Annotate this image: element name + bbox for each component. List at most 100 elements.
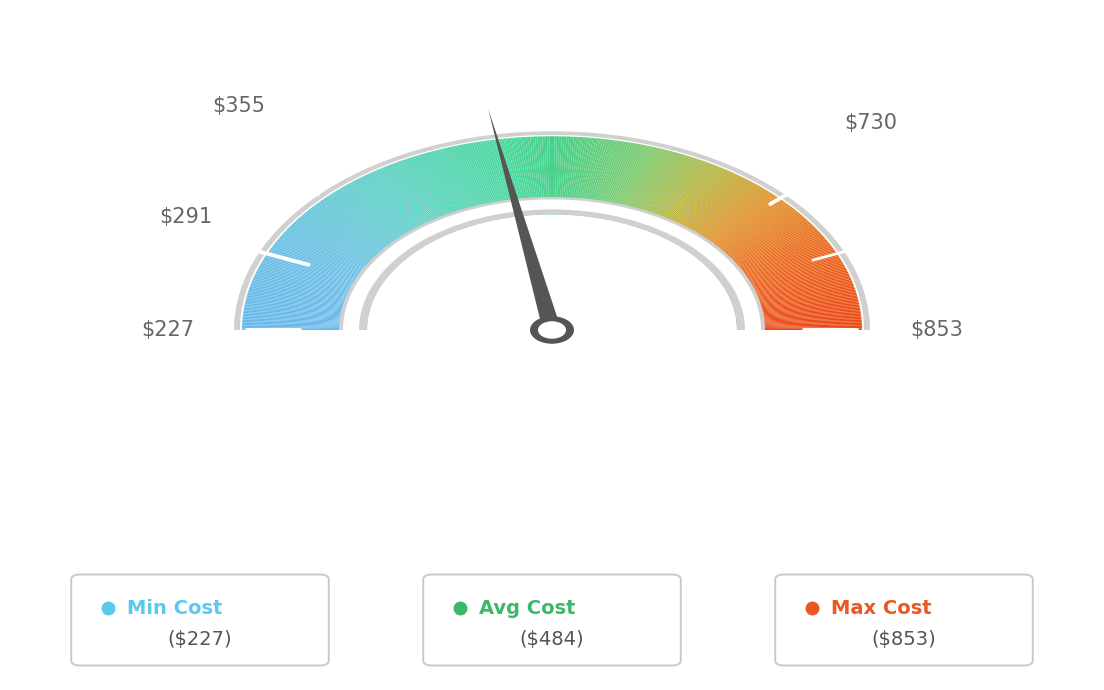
Wedge shape bbox=[724, 260, 842, 289]
Wedge shape bbox=[374, 170, 447, 235]
Wedge shape bbox=[723, 257, 840, 288]
Text: ($484): ($484) bbox=[520, 631, 584, 649]
Wedge shape bbox=[278, 238, 390, 276]
Wedge shape bbox=[277, 239, 389, 277]
Wedge shape bbox=[733, 289, 856, 306]
Wedge shape bbox=[715, 239, 827, 277]
Wedge shape bbox=[360, 177, 438, 239]
Wedge shape bbox=[718, 244, 830, 279]
Wedge shape bbox=[658, 172, 732, 236]
Wedge shape bbox=[728, 267, 846, 293]
Wedge shape bbox=[691, 202, 786, 254]
Wedge shape bbox=[273, 245, 386, 280]
Wedge shape bbox=[668, 179, 747, 240]
Wedge shape bbox=[246, 297, 370, 311]
Wedge shape bbox=[365, 174, 442, 237]
Wedge shape bbox=[405, 159, 466, 228]
Wedge shape bbox=[693, 206, 790, 256]
Wedge shape bbox=[580, 139, 601, 216]
Wedge shape bbox=[730, 276, 850, 299]
Wedge shape bbox=[243, 315, 368, 322]
Wedge shape bbox=[413, 156, 470, 226]
Wedge shape bbox=[314, 206, 411, 256]
Wedge shape bbox=[735, 306, 860, 317]
Wedge shape bbox=[264, 257, 381, 288]
Wedge shape bbox=[289, 226, 396, 269]
Text: $227: $227 bbox=[141, 320, 194, 340]
Wedge shape bbox=[712, 233, 821, 273]
Wedge shape bbox=[436, 150, 484, 223]
Wedge shape bbox=[244, 307, 369, 317]
Wedge shape bbox=[243, 313, 368, 321]
Wedge shape bbox=[394, 162, 459, 230]
Wedge shape bbox=[318, 202, 413, 254]
Wedge shape bbox=[548, 136, 551, 215]
Wedge shape bbox=[550, 136, 552, 215]
Wedge shape bbox=[329, 194, 421, 250]
Wedge shape bbox=[306, 211, 406, 260]
Wedge shape bbox=[736, 319, 861, 324]
Wedge shape bbox=[702, 216, 804, 263]
Wedge shape bbox=[332, 192, 422, 248]
Text: $291: $291 bbox=[159, 207, 212, 227]
Wedge shape bbox=[599, 143, 634, 219]
Wedge shape bbox=[737, 327, 862, 329]
Wedge shape bbox=[338, 189, 425, 246]
Wedge shape bbox=[293, 222, 399, 266]
Wedge shape bbox=[325, 197, 417, 252]
Wedge shape bbox=[246, 298, 370, 312]
Text: Max Cost: Max Cost bbox=[831, 598, 932, 618]
Wedge shape bbox=[508, 138, 528, 215]
Wedge shape bbox=[671, 181, 753, 242]
Wedge shape bbox=[390, 164, 457, 231]
Wedge shape bbox=[644, 161, 708, 230]
Wedge shape bbox=[678, 188, 764, 246]
Wedge shape bbox=[638, 159, 699, 228]
Wedge shape bbox=[438, 149, 486, 222]
Wedge shape bbox=[676, 186, 761, 244]
Wedge shape bbox=[247, 292, 371, 308]
Wedge shape bbox=[244, 304, 369, 315]
Wedge shape bbox=[248, 289, 371, 306]
Wedge shape bbox=[677, 187, 763, 245]
Wedge shape bbox=[244, 308, 368, 318]
Circle shape bbox=[530, 316, 574, 344]
Wedge shape bbox=[734, 298, 858, 312]
Wedge shape bbox=[407, 158, 467, 228]
Wedge shape bbox=[434, 150, 482, 223]
Wedge shape bbox=[664, 175, 740, 238]
Wedge shape bbox=[584, 139, 607, 216]
Wedge shape bbox=[728, 268, 847, 294]
Wedge shape bbox=[711, 230, 819, 271]
Wedge shape bbox=[672, 183, 755, 243]
Wedge shape bbox=[245, 302, 369, 314]
Wedge shape bbox=[415, 155, 471, 226]
Wedge shape bbox=[660, 173, 736, 237]
Wedge shape bbox=[386, 166, 454, 233]
Wedge shape bbox=[575, 138, 593, 215]
Wedge shape bbox=[326, 196, 418, 251]
Wedge shape bbox=[319, 201, 414, 253]
Wedge shape bbox=[286, 229, 394, 270]
Wedge shape bbox=[473, 142, 506, 218]
Wedge shape bbox=[242, 328, 367, 330]
Wedge shape bbox=[670, 181, 752, 241]
Wedge shape bbox=[586, 139, 613, 217]
Wedge shape bbox=[651, 166, 720, 233]
Wedge shape bbox=[256, 272, 375, 296]
Wedge shape bbox=[724, 259, 841, 288]
Wedge shape bbox=[354, 180, 435, 241]
Wedge shape bbox=[424, 152, 477, 225]
Wedge shape bbox=[368, 173, 444, 237]
Wedge shape bbox=[297, 219, 401, 264]
Wedge shape bbox=[262, 260, 380, 289]
Wedge shape bbox=[339, 197, 765, 330]
Wedge shape bbox=[443, 148, 488, 222]
Wedge shape bbox=[698, 210, 797, 259]
Wedge shape bbox=[594, 141, 625, 217]
Wedge shape bbox=[420, 154, 475, 226]
Wedge shape bbox=[609, 146, 650, 220]
Wedge shape bbox=[736, 318, 861, 324]
Wedge shape bbox=[596, 142, 629, 218]
Wedge shape bbox=[432, 151, 481, 224]
